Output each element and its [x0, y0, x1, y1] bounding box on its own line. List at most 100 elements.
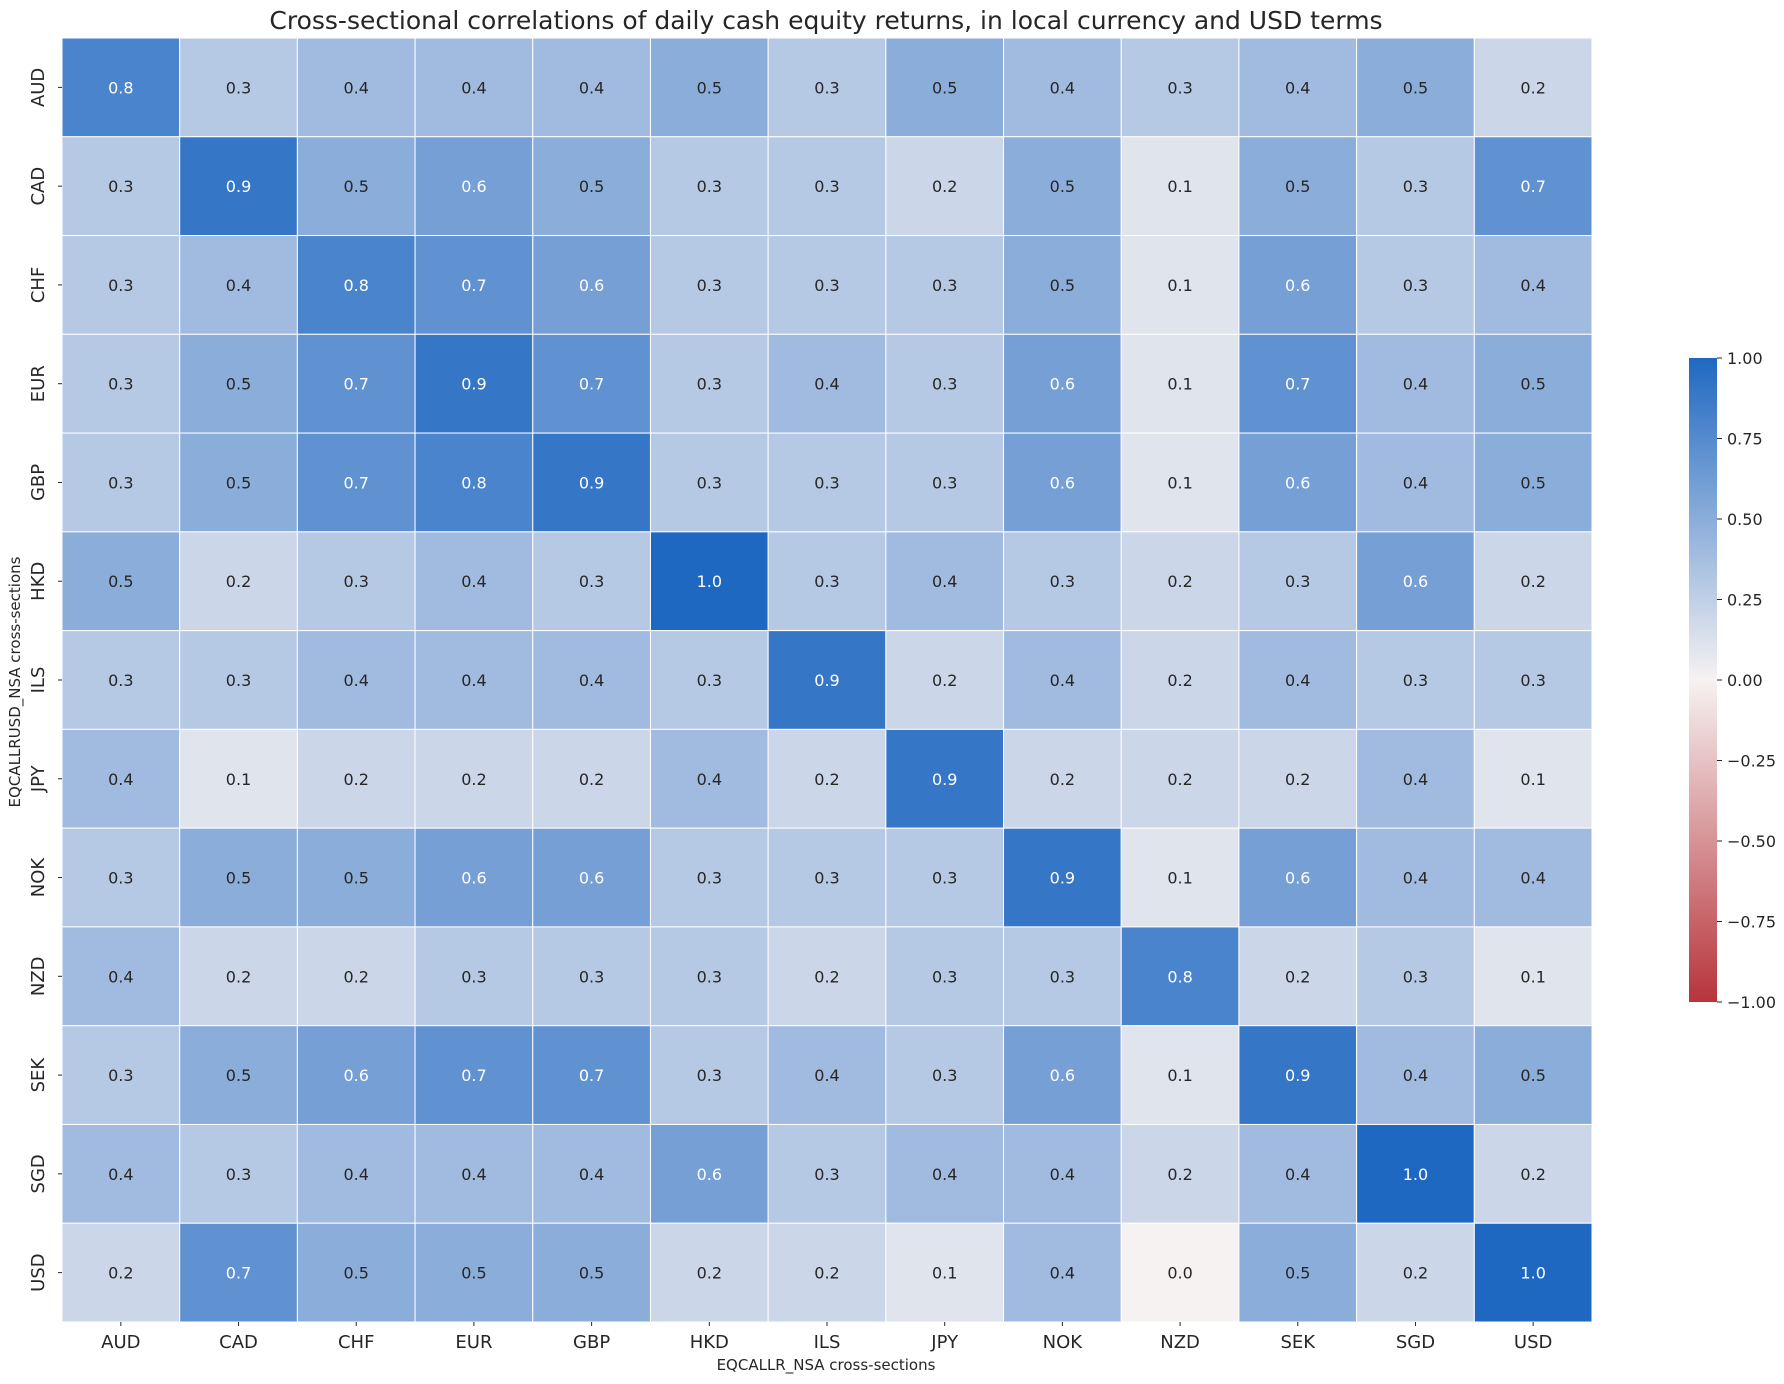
heatmap-cell — [61, 827, 181, 928]
heatmap-cell — [296, 728, 416, 829]
x-tick-label: ILS — [814, 1332, 841, 1353]
heatmap-cell — [1356, 235, 1475, 335]
heatmap-cell — [532, 432, 651, 533]
heatmap-cell — [414, 827, 534, 928]
cell-value-label: 0.4 — [1520, 276, 1545, 295]
heatmap-cell — [1356, 432, 1475, 533]
cell-value-label: 0.2 — [1050, 770, 1075, 789]
cell-value-label: 0.9 — [814, 671, 839, 690]
heatmap-cell — [296, 37, 416, 138]
cell-value-label: 0.9 — [579, 473, 604, 492]
cell-value-label: 0.4 — [461, 671, 486, 690]
y-tick-label: ILS — [28, 667, 49, 694]
cell-value-label: 0.4 — [1520, 869, 1545, 888]
heatmap-cell — [885, 926, 1005, 1027]
heatmap-cell — [1120, 136, 1240, 237]
cell-value-label: 0.2 — [1520, 78, 1545, 97]
cell-value-label: 0.2 — [1520, 572, 1545, 591]
cell-value-label: 0.4 — [108, 967, 133, 986]
cell-value-label: 0.7 — [344, 473, 369, 492]
cell-value-label: 0.3 — [814, 78, 839, 97]
cell-value-label: 0.5 — [344, 1264, 369, 1283]
cell-value-label: 0.3 — [814, 177, 839, 196]
heatmap-cell — [1356, 926, 1475, 1027]
cell-value-label: 0.5 — [226, 869, 251, 888]
cell-value-label: 0.5 — [226, 1066, 251, 1085]
heatmap-cell — [1120, 432, 1240, 533]
heatmap-cell — [885, 37, 1005, 138]
cell-value-label: 1.0 — [1403, 1165, 1428, 1184]
heatmap-cell — [1238, 630, 1358, 730]
cell-value-label: 0.9 — [932, 770, 957, 789]
heatmap-cell — [1473, 136, 1593, 237]
cell-value-label: 0.3 — [932, 869, 957, 888]
cell-value-label: 0.2 — [1167, 770, 1192, 789]
cell-value-label: 0.2 — [1167, 671, 1192, 690]
heatmap-cell — [179, 531, 298, 632]
heatmap-cell — [414, 333, 534, 434]
y-tick-label: SGD — [28, 1154, 49, 1193]
y-tick-label: EUR — [28, 365, 49, 402]
y-tick-label: AUD — [28, 68, 49, 107]
heatmap-cell — [296, 136, 416, 237]
cell-value-label: 0.4 — [1285, 671, 1310, 690]
cell-value-label: 0.4 — [461, 572, 486, 591]
x-tick-label: USD — [1514, 1332, 1552, 1353]
x-axis-ticks: AUD CAD CHF EUR GBP HKD ILS JPY NOK NZD SEK SGD USD — [101, 1322, 1552, 1353]
colorbar-tick-label: −0.50 — [1727, 832, 1776, 851]
cell-value-label: 0.4 — [344, 1165, 369, 1184]
heatmap-cell — [1238, 1222, 1358, 1323]
cell-value-label: 0.3 — [226, 671, 251, 690]
cell-value-label: 0.3 — [932, 1066, 957, 1085]
cell-value-label: 0.3 — [697, 869, 722, 888]
cell-value-label: 0.6 — [1403, 572, 1428, 591]
colorbar-tick-label: −0.75 — [1727, 913, 1776, 932]
cell-value-label: 0.5 — [1520, 1066, 1545, 1085]
x-tick-label: NZD — [1160, 1332, 1200, 1353]
cell-value-label: 0.6 — [1285, 869, 1310, 888]
cell-value-label: 0.3 — [697, 967, 722, 986]
heatmap-cell — [1473, 37, 1593, 138]
x-tick-label: SGD — [1396, 1332, 1435, 1353]
heatmap-cell — [1473, 235, 1593, 335]
cell-value-label: 0.5 — [697, 78, 722, 97]
cell-value-label: 0.3 — [1167, 78, 1192, 97]
heatmap-cell — [885, 333, 1005, 434]
cell-value-label: 0.2 — [1403, 1264, 1428, 1283]
heatmap-cell — [61, 1222, 181, 1323]
cell-value-label: 0.1 — [1167, 375, 1192, 394]
cell-value-label: 0.2 — [461, 770, 486, 789]
heatmap-cell — [649, 37, 769, 138]
cell-value-label: 0.4 — [1285, 1165, 1310, 1184]
cell-value-label: 0.2 — [814, 1264, 839, 1283]
cell-value-label: 0.1 — [1167, 276, 1192, 295]
cell-value-label: 0.3 — [697, 177, 722, 196]
x-tick-label: AUD — [101, 1332, 140, 1353]
colorbar-tick-label: −0.25 — [1727, 752, 1776, 771]
cell-value-label: 0.5 — [344, 869, 369, 888]
heatmap-cell — [296, 926, 416, 1027]
cell-value-label: 0.3 — [697, 276, 722, 295]
cell-value-label: 0.4 — [344, 78, 369, 97]
heatmap-cell — [1473, 432, 1593, 533]
cell-value-label: 0.2 — [226, 967, 251, 986]
heatmap-cell — [1120, 630, 1240, 730]
heatmap-cell — [414, 630, 534, 730]
heatmap-cell — [296, 1222, 416, 1323]
cell-value-label: 0.2 — [344, 770, 369, 789]
heatmap-cell — [61, 136, 181, 237]
cell-value-label: 0.4 — [461, 78, 486, 97]
x-tick-label: EUR — [455, 1332, 492, 1353]
x-tick-label: GBP — [573, 1332, 610, 1353]
cell-value-label: 0.2 — [1167, 1165, 1192, 1184]
heatmap-cell — [885, 827, 1005, 928]
heatmap-cell — [1003, 1222, 1122, 1323]
cell-value-label: 0.9 — [226, 177, 251, 196]
cell-value-label: 0.3 — [461, 967, 486, 986]
heatmap-cell — [532, 136, 651, 237]
cell-value-label: 0.4 — [814, 1066, 839, 1085]
heatmap-cell-labels: 0.8 0.3 0.4 0.4 0.4 0.5 0.3 0.5 0.4 0.3 0.4 0.5 0.2 0… — [108, 78, 1546, 1282]
colorbar-tick-label: −1.00 — [1727, 993, 1776, 1012]
heatmap-cell — [767, 333, 887, 434]
cell-value-label: 0.2 — [697, 1264, 722, 1283]
